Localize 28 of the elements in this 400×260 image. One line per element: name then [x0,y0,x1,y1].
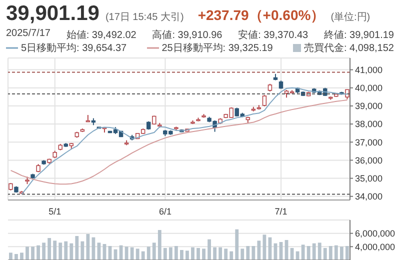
text: 2025/7/17 [6,28,50,41]
y-tick-label: 6,000,000 [355,228,396,239]
chart-subtitle: (17日 15:45 大引) [105,10,184,24]
legend-label: 25日移動平均: 39,325.19 [160,42,273,54]
line-series [10,100,348,185]
y-tick-label: 4,000,000 [355,242,396,252]
candlestick [262,94,267,107]
x-tick-label: 5/1 [48,206,62,216]
y-tick-label: 36,000 [355,155,383,166]
x-tick-label: 7/1 [274,206,288,216]
text: (単位:円) [330,11,370,24]
line-series [21,87,348,195]
text: 終値: 39,901.19 [324,29,394,41]
text: 高値: 39,910.96 [152,28,222,41]
text: 始値: 39,492.02 [66,29,136,41]
y-tick-label: 35,000 [355,173,383,184]
y-tick-label: 39,000 [355,101,383,112]
text: 安値: 39,370.43 [238,28,308,41]
chart-title: 39,901.19 [6,2,100,26]
y-tick-label: 41,000 [355,64,383,75]
legend-label: 売買代金: 4,098,152 [302,42,394,54]
y-tick-label: 34,000 [355,192,383,202]
x-tick-label: 6/1 [158,206,172,216]
legend-label: 5日移動平均: 39,654.37 [20,42,127,54]
y-tick-label: 40,000 [355,83,383,94]
y-tick-label: 38,000 [355,119,383,130]
text: +237.79（+0.60%） [198,7,325,25]
y-tick-label: 37,000 [355,137,383,148]
